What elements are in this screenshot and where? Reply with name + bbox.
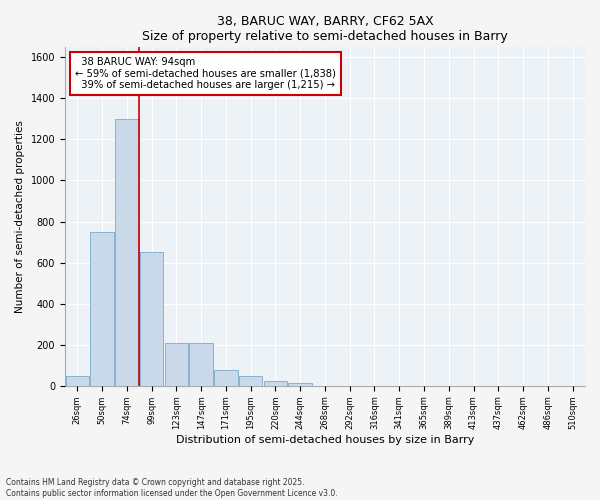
Text: Contains HM Land Registry data © Crown copyright and database right 2025.
Contai: Contains HM Land Registry data © Crown c… [6, 478, 338, 498]
Bar [214, 370, 238, 386]
Y-axis label: Number of semi-detached properties: Number of semi-detached properties [15, 120, 25, 313]
Bar [190, 342, 213, 386]
Bar [115, 119, 139, 386]
Title: 38, BARUC WAY, BARRY, CF62 5AX
Size of property relative to semi-detached houses: 38, BARUC WAY, BARRY, CF62 5AX Size of p… [142, 15, 508, 43]
Text: 38 BARUC WAY: 94sqm
← 59% of semi-detached houses are smaller (1,838)
  39% of s: 38 BARUC WAY: 94sqm ← 59% of semi-detach… [76, 57, 336, 90]
Bar [289, 383, 312, 386]
Bar [263, 380, 287, 386]
Bar [164, 342, 188, 386]
Bar [90, 232, 114, 386]
Bar [239, 376, 262, 386]
X-axis label: Distribution of semi-detached houses by size in Barry: Distribution of semi-detached houses by … [176, 435, 474, 445]
Bar [65, 376, 89, 386]
Bar [140, 252, 163, 386]
